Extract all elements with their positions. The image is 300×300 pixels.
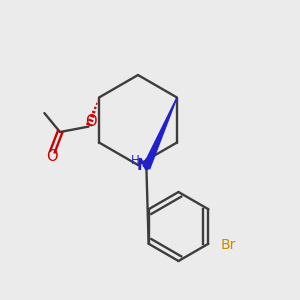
Polygon shape — [143, 98, 177, 169]
Text: O: O — [46, 149, 57, 164]
Text: N: N — [137, 158, 150, 173]
Text: Br: Br — [220, 238, 236, 252]
Text: O: O — [85, 114, 96, 129]
Text: H: H — [130, 154, 140, 167]
